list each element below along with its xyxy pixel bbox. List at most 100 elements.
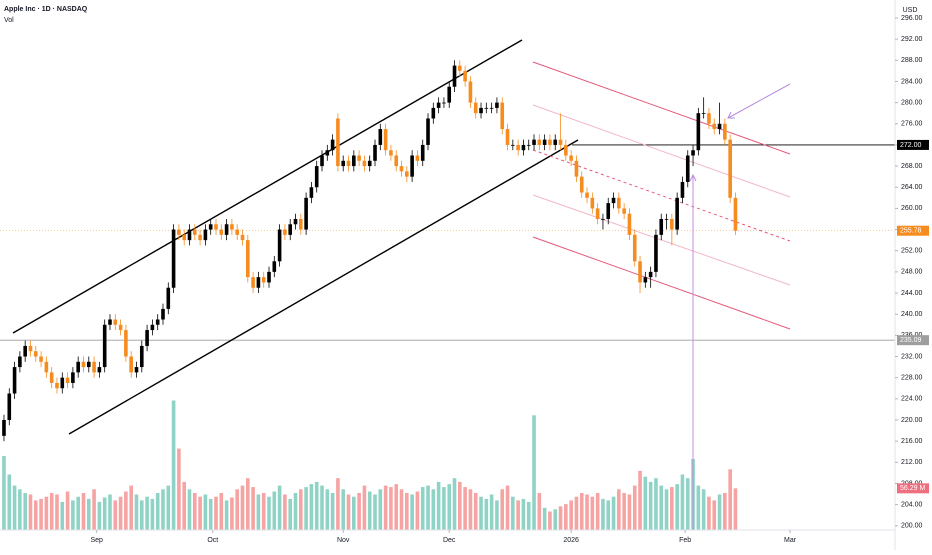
chart-title: Apple Inc · 1D · NASDAQ xyxy=(4,6,88,13)
candle-body xyxy=(145,330,149,346)
candle-body xyxy=(150,324,155,331)
volume-bar xyxy=(304,487,308,530)
volume-bar xyxy=(659,485,664,530)
volume-bar xyxy=(60,501,65,530)
volume-bar xyxy=(346,494,351,530)
candle-body xyxy=(352,155,356,167)
candle-body xyxy=(420,144,425,161)
volume-bar xyxy=(526,501,531,530)
candle-body xyxy=(198,234,202,241)
candle-body xyxy=(203,229,208,241)
volume-bar xyxy=(548,511,552,530)
volume-bar xyxy=(712,500,717,530)
volume-bar xyxy=(723,493,727,530)
volume-bar xyxy=(373,494,377,530)
volume-bar xyxy=(97,501,102,530)
volume-bar xyxy=(33,500,38,530)
grid-layer xyxy=(0,144,895,341)
volume-bar xyxy=(293,493,298,530)
x-tick-label: Nov xyxy=(337,537,350,544)
candle-body xyxy=(579,176,584,193)
volume-label-box xyxy=(897,483,929,494)
volume-bar xyxy=(436,481,441,530)
candle-body xyxy=(113,319,118,325)
candle-body xyxy=(92,361,96,373)
candle-body xyxy=(314,166,319,188)
candle-body xyxy=(590,197,595,209)
candle-body xyxy=(177,229,181,235)
volume-bar xyxy=(410,494,414,530)
volume-bar xyxy=(198,496,202,530)
volume-bar xyxy=(638,470,642,530)
volume-bar xyxy=(240,485,245,530)
volume-bar xyxy=(733,488,738,530)
volume-bar xyxy=(595,493,600,530)
candle-body xyxy=(44,361,49,373)
volume-bar xyxy=(139,500,144,530)
volume-bar xyxy=(65,491,70,530)
volume-bar xyxy=(643,476,648,530)
candle-body xyxy=(208,224,213,230)
candle-body xyxy=(399,166,404,172)
candle-body xyxy=(192,229,197,235)
candle-body xyxy=(627,213,632,235)
volume-bar xyxy=(325,489,330,530)
volume-bar xyxy=(473,493,478,530)
volume-bar xyxy=(564,504,568,530)
volume-bar xyxy=(696,485,701,530)
candle-body xyxy=(611,197,616,204)
volume-bar xyxy=(192,493,197,530)
candle-body xyxy=(182,234,186,241)
candle-body xyxy=(489,107,494,109)
volume-bar xyxy=(124,491,128,530)
currency: USD xyxy=(903,7,918,14)
volume-bar xyxy=(102,497,107,530)
candle-body xyxy=(553,139,558,145)
volume-bar xyxy=(632,485,637,530)
volume-bar xyxy=(28,494,33,530)
volume-bar xyxy=(701,489,706,530)
candle-body xyxy=(76,361,80,373)
candle-body xyxy=(526,144,531,146)
volume-bar xyxy=(611,496,616,530)
x-tick-label: Feb xyxy=(679,537,691,544)
candle-body xyxy=(378,129,383,145)
y-tick-label: 200.00 xyxy=(901,523,923,530)
y-tick-label: 268.00 xyxy=(901,163,923,170)
candle-body xyxy=(505,129,510,145)
price-label: 235.09 xyxy=(900,337,922,344)
volume-bar xyxy=(648,481,653,530)
price-label: 255.78 xyxy=(900,228,922,235)
candle-body xyxy=(124,330,128,357)
volume-bar xyxy=(76,496,80,530)
candle-body xyxy=(643,277,648,283)
volume-bar xyxy=(558,506,563,530)
volume-bar xyxy=(341,489,346,530)
volume-bar xyxy=(367,491,372,530)
channel-lower xyxy=(68,139,579,435)
candle-body xyxy=(712,123,717,130)
candle-body xyxy=(65,377,70,383)
candle-body xyxy=(680,181,685,198)
candle-body xyxy=(521,144,526,151)
candle-body xyxy=(293,218,298,225)
y-tick-label: 240.00 xyxy=(901,311,923,318)
candle-body xyxy=(357,155,361,161)
candle-body xyxy=(39,356,43,362)
y-tick-label: 284.00 xyxy=(901,78,923,85)
candle-body xyxy=(479,107,483,114)
volume-bar xyxy=(330,493,335,530)
candle-body xyxy=(617,197,621,209)
volume-bar xyxy=(585,494,589,530)
volume-bar xyxy=(680,474,685,530)
pitchfork-upper xyxy=(532,104,791,198)
volume-bar xyxy=(664,489,669,530)
volume-bar xyxy=(458,481,462,530)
candle-body xyxy=(495,102,499,108)
volume-bar xyxy=(71,500,75,530)
y-tick-label: 252.00 xyxy=(901,248,923,255)
y-tick-label: 260.00 xyxy=(901,205,923,212)
volume-bar xyxy=(420,487,425,530)
candle-body xyxy=(622,208,626,214)
